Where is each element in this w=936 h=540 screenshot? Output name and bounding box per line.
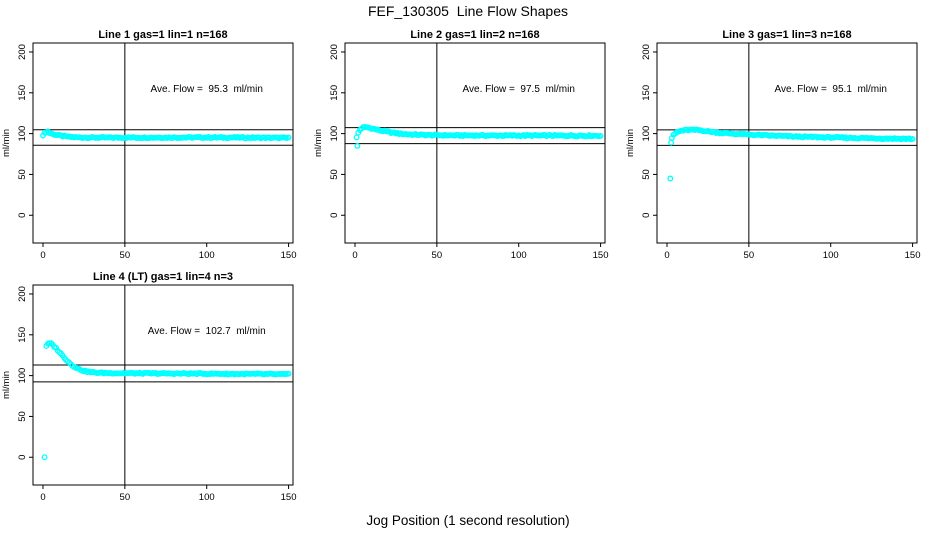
outlier-point — [354, 142, 361, 149]
y-tick-label: 200 — [17, 44, 28, 60]
subplot-line-4: 0 50 100 150 0 50 100 150 200 ml/min Line 4 (LT) g… — [0, 271, 312, 512]
y-axis-label: ml/min — [1, 371, 12, 399]
y-tick-label: 150 — [329, 85, 340, 101]
y-tick-label: 100 — [17, 126, 28, 142]
data-point — [909, 135, 916, 142]
subplot-canvas-2: 0 50 100 150 0 50 100 150 200 ml/min Line 2 gas=1 … — [313, 29, 609, 261]
data-point — [285, 370, 292, 377]
y-tick-label: 0 — [17, 213, 28, 218]
y-tick-label: 100 — [329, 126, 340, 142]
subplot-title: Line 2 gas=1 lin=2 n=168 — [410, 30, 539, 41]
y-axis-label: ml/min — [625, 129, 636, 157]
ave-flow-annotation: Ave. Flow = 102.7 ml/min — [148, 326, 266, 337]
x-tick-label: 50 — [744, 250, 755, 261]
y-tick-label: 0 — [17, 455, 28, 460]
x-tick-label: 100 — [511, 250, 527, 261]
x-tick-label: 50 — [432, 250, 443, 261]
subplot-title: Line 1 gas=1 lin=1 n=168 — [98, 30, 227, 41]
y-tick-label: 150 — [641, 85, 652, 101]
x-tick-label: 100 — [199, 250, 215, 261]
x-tick-label: 0 — [664, 250, 669, 261]
subplot-title: Line 4 (LT) gas=1 lin=4 n=3 — [93, 272, 233, 283]
x-tick-label: 100 — [199, 492, 215, 503]
y-tick-label: 100 — [17, 368, 28, 384]
x-tick-label: 50 — [120, 250, 131, 261]
y-tick-label: 0 — [641, 213, 652, 218]
subplot-canvas-1: 0 50 100 150 0 50 100 150 200 ml/min Line 1 gas=1 … — [1, 29, 297, 261]
x-tick-label: 0 — [352, 250, 357, 261]
subplot-title: Line 3 gas=1 lin=3 n=168 — [722, 30, 851, 41]
ave-flow-annotation: Ave. Flow = 95.1 ml/min — [775, 84, 887, 95]
y-tick-label: 100 — [641, 126, 652, 142]
data-point — [597, 132, 604, 139]
outlier-point — [41, 454, 48, 461]
y-tick-label: 150 — [17, 327, 28, 343]
y-tick-label: 50 — [329, 169, 340, 180]
empty-cell — [312, 272, 624, 512]
x-axis-label: Jog Position (1 second resolution) — [366, 513, 570, 528]
y-axis-label: ml/min — [1, 129, 12, 157]
plot-box — [656, 42, 918, 244]
subplot-canvas-3: 0 50 100 150 0 50 100 150 200 ml/min Line 3 gas=1 … — [625, 29, 921, 261]
subplot-line-1: 0 50 100 150 0 50 100 150 200 ml/min Line 1 gas=1 … — [0, 29, 312, 270]
x-tick-label: 150 — [593, 250, 609, 261]
y-tick-label: 200 — [329, 44, 340, 60]
y-tick-label: 0 — [329, 213, 340, 218]
y-tick-label: 200 — [641, 44, 652, 60]
x-tick-label: 150 — [281, 492, 297, 503]
y-tick-label: 50 — [17, 169, 28, 180]
x-tick-label: 0 — [40, 250, 45, 261]
outlier-point — [668, 139, 675, 146]
x-tick-label: 150 — [905, 250, 921, 261]
y-axis-label: ml/min — [313, 129, 324, 157]
y-tick-label: 150 — [17, 85, 28, 101]
y-tick-label: 50 — [641, 169, 652, 180]
empty-cell — [624, 272, 936, 512]
y-tick-label: 200 — [17, 286, 28, 302]
outlier-point — [667, 175, 674, 182]
plot-box — [32, 284, 294, 486]
figure-title: FEF_130305 Line Flow Shapes — [367, 3, 568, 19]
x-tick-label: 50 — [120, 492, 131, 503]
subplot-line-2: 0 50 100 150 0 50 100 150 200 ml/min Line 2 gas=1 … — [312, 29, 624, 270]
subplot-canvas-4: 0 50 100 150 0 50 100 150 200 ml/min Line 4 (LT) g… — [1, 271, 297, 503]
x-tick-label: 100 — [823, 250, 839, 261]
y-tick-label: 50 — [17, 411, 28, 422]
ave-flow-annotation: Ave. Flow = 95.3 ml/min — [151, 84, 263, 95]
subplot-line-3: 0 50 100 150 0 50 100 150 200 ml/min Line 3 gas=1 … — [624, 29, 936, 270]
data-point — [285, 134, 292, 141]
x-tick-label: 0 — [40, 492, 45, 503]
ave-flow-annotation: Ave. Flow = 97.5 ml/min — [463, 84, 575, 95]
plot-box — [344, 42, 606, 244]
x-tick-label: 150 — [281, 250, 297, 261]
plot-box — [32, 42, 294, 244]
data-point — [353, 134, 360, 141]
